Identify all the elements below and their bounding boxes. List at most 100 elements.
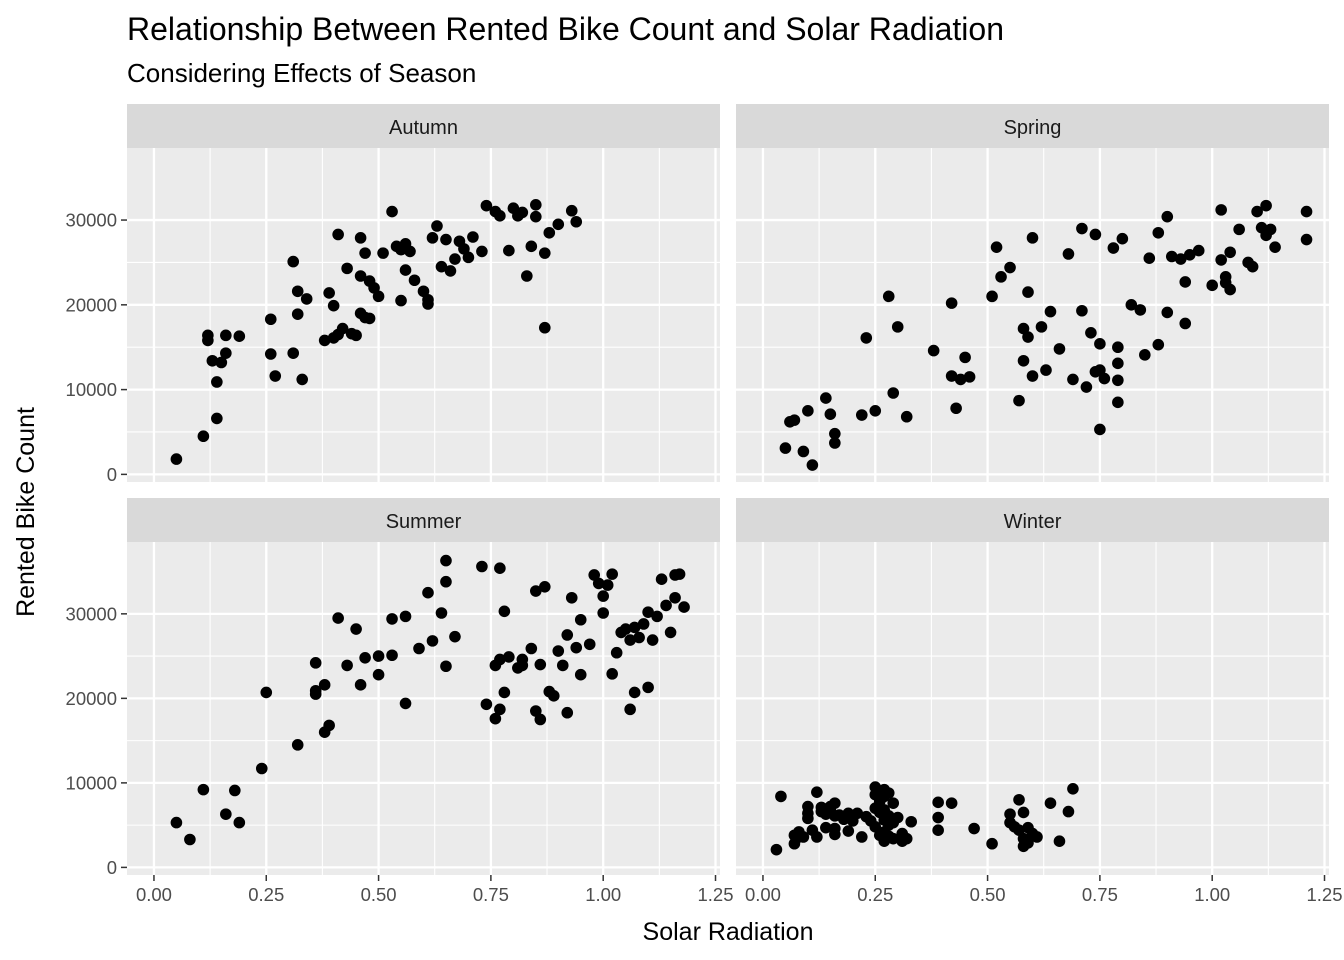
- data-point: [990, 241, 1003, 253]
- data-point: [855, 831, 868, 843]
- data-point: [332, 612, 344, 624]
- x-tick-label: 0.00: [745, 884, 781, 905]
- data-point: [1035, 321, 1048, 333]
- data-point: [900, 832, 913, 845]
- data-point: [476, 245, 488, 258]
- data-point: [444, 265, 457, 277]
- data-point: [1139, 349, 1151, 361]
- data-point: [1179, 276, 1192, 288]
- data-point: [255, 762, 268, 775]
- data-point: [291, 285, 304, 298]
- data-point: [775, 790, 787, 803]
- data-point: [538, 247, 551, 259]
- data-point: [1053, 835, 1066, 847]
- data-point: [1179, 317, 1192, 330]
- facet-panel-summer: Summer 0 10000 20000 30000 0.00 0.25 0.50 0.75 1.…: [66, 498, 734, 905]
- data-point: [1022, 331, 1034, 343]
- data-point: [233, 330, 246, 342]
- chart-subtitle: Considering Effects of Season: [127, 58, 476, 88]
- data-point: [525, 240, 538, 253]
- x-tick-label: 1.25: [1306, 884, 1342, 905]
- x-tick-label: 0.75: [473, 884, 509, 905]
- data-point: [673, 568, 686, 580]
- data-point: [503, 244, 515, 257]
- data-point: [932, 796, 944, 809]
- data-point: [354, 270, 367, 282]
- data-point: [359, 247, 371, 259]
- data-point: [829, 828, 841, 841]
- data-point: [1116, 232, 1129, 245]
- data-point: [220, 329, 232, 342]
- data-point: [855, 409, 868, 421]
- data-point: [570, 641, 583, 654]
- data-point: [372, 668, 385, 681]
- data-point: [610, 646, 623, 659]
- data-point: [354, 679, 367, 691]
- data-point: [521, 270, 533, 282]
- data-point: [498, 605, 511, 618]
- data-point: [350, 623, 362, 635]
- data-point: [1112, 396, 1124, 409]
- data-point: [954, 373, 967, 386]
- data-point: [1017, 322, 1030, 335]
- data-point: [869, 404, 882, 417]
- data-point: [440, 575, 452, 588]
- data-point: [628, 621, 641, 634]
- data-point: [561, 706, 574, 719]
- x-tick-label: 1.00: [1194, 884, 1230, 905]
- data-point: [264, 348, 277, 360]
- data-point: [606, 668, 618, 680]
- data-point: [1125, 299, 1138, 311]
- data-point: [887, 387, 900, 399]
- data-point: [959, 351, 971, 364]
- data-point: [660, 599, 672, 612]
- data-point: [932, 811, 944, 824]
- data-point: [1300, 233, 1313, 246]
- data-point: [829, 427, 841, 440]
- data-point: [291, 308, 304, 320]
- data-point: [422, 586, 434, 599]
- data-point: [1013, 394, 1025, 407]
- y-tick-label: 10000: [66, 379, 117, 400]
- panel-background: [127, 148, 720, 482]
- data-point: [408, 274, 421, 287]
- data-point: [426, 232, 439, 244]
- data-point: [530, 198, 542, 211]
- data-point: [291, 739, 304, 751]
- data-point: [624, 634, 636, 646]
- data-point: [842, 825, 855, 837]
- data-point: [1031, 831, 1043, 843]
- data-point: [811, 831, 823, 843]
- data-point: [543, 226, 556, 239]
- data-point: [995, 271, 1007, 283]
- data-point: [597, 607, 609, 619]
- data-point: [309, 657, 322, 669]
- data-point: [332, 228, 344, 241]
- data-point: [1174, 253, 1187, 265]
- data-point: [574, 668, 587, 681]
- data-point: [820, 392, 832, 404]
- data-point: [986, 290, 998, 303]
- data-point: [220, 808, 232, 820]
- data-point: [1098, 372, 1111, 385]
- data-point: [1224, 283, 1236, 296]
- data-point: [882, 787, 895, 799]
- data-point: [1183, 249, 1196, 261]
- data-point: [1094, 423, 1106, 436]
- data-point: [556, 659, 569, 672]
- y-tick-label: 30000: [66, 210, 117, 231]
- y-tick-label: 20000: [66, 688, 117, 709]
- data-point: [1026, 370, 1039, 382]
- data-point: [233, 816, 246, 829]
- data-point: [797, 831, 810, 843]
- data-point: [1076, 304, 1088, 317]
- data-point: [633, 631, 645, 644]
- data-point: [806, 459, 819, 471]
- x-tick-label: 0.00: [136, 884, 172, 905]
- x-tick-label: 1.00: [585, 884, 621, 905]
- data-point: [458, 243, 470, 255]
- data-point: [986, 837, 998, 850]
- facet-strip-label: Spring: [1004, 117, 1062, 139]
- data-point: [197, 430, 210, 443]
